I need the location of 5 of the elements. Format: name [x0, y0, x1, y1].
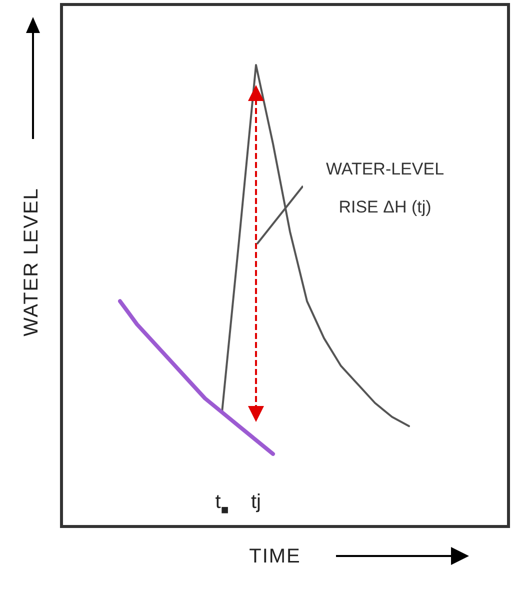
annotation: WATER-LEVEL RISE ΔH (tj) — [326, 160, 444, 217]
x-tick-label: tj — [251, 491, 261, 513]
y-axis-title: WATER LEVEL — [20, 188, 44, 336]
x-axis-title: TIME — [249, 546, 301, 568]
x-tick-label: t■ — [215, 491, 229, 517]
